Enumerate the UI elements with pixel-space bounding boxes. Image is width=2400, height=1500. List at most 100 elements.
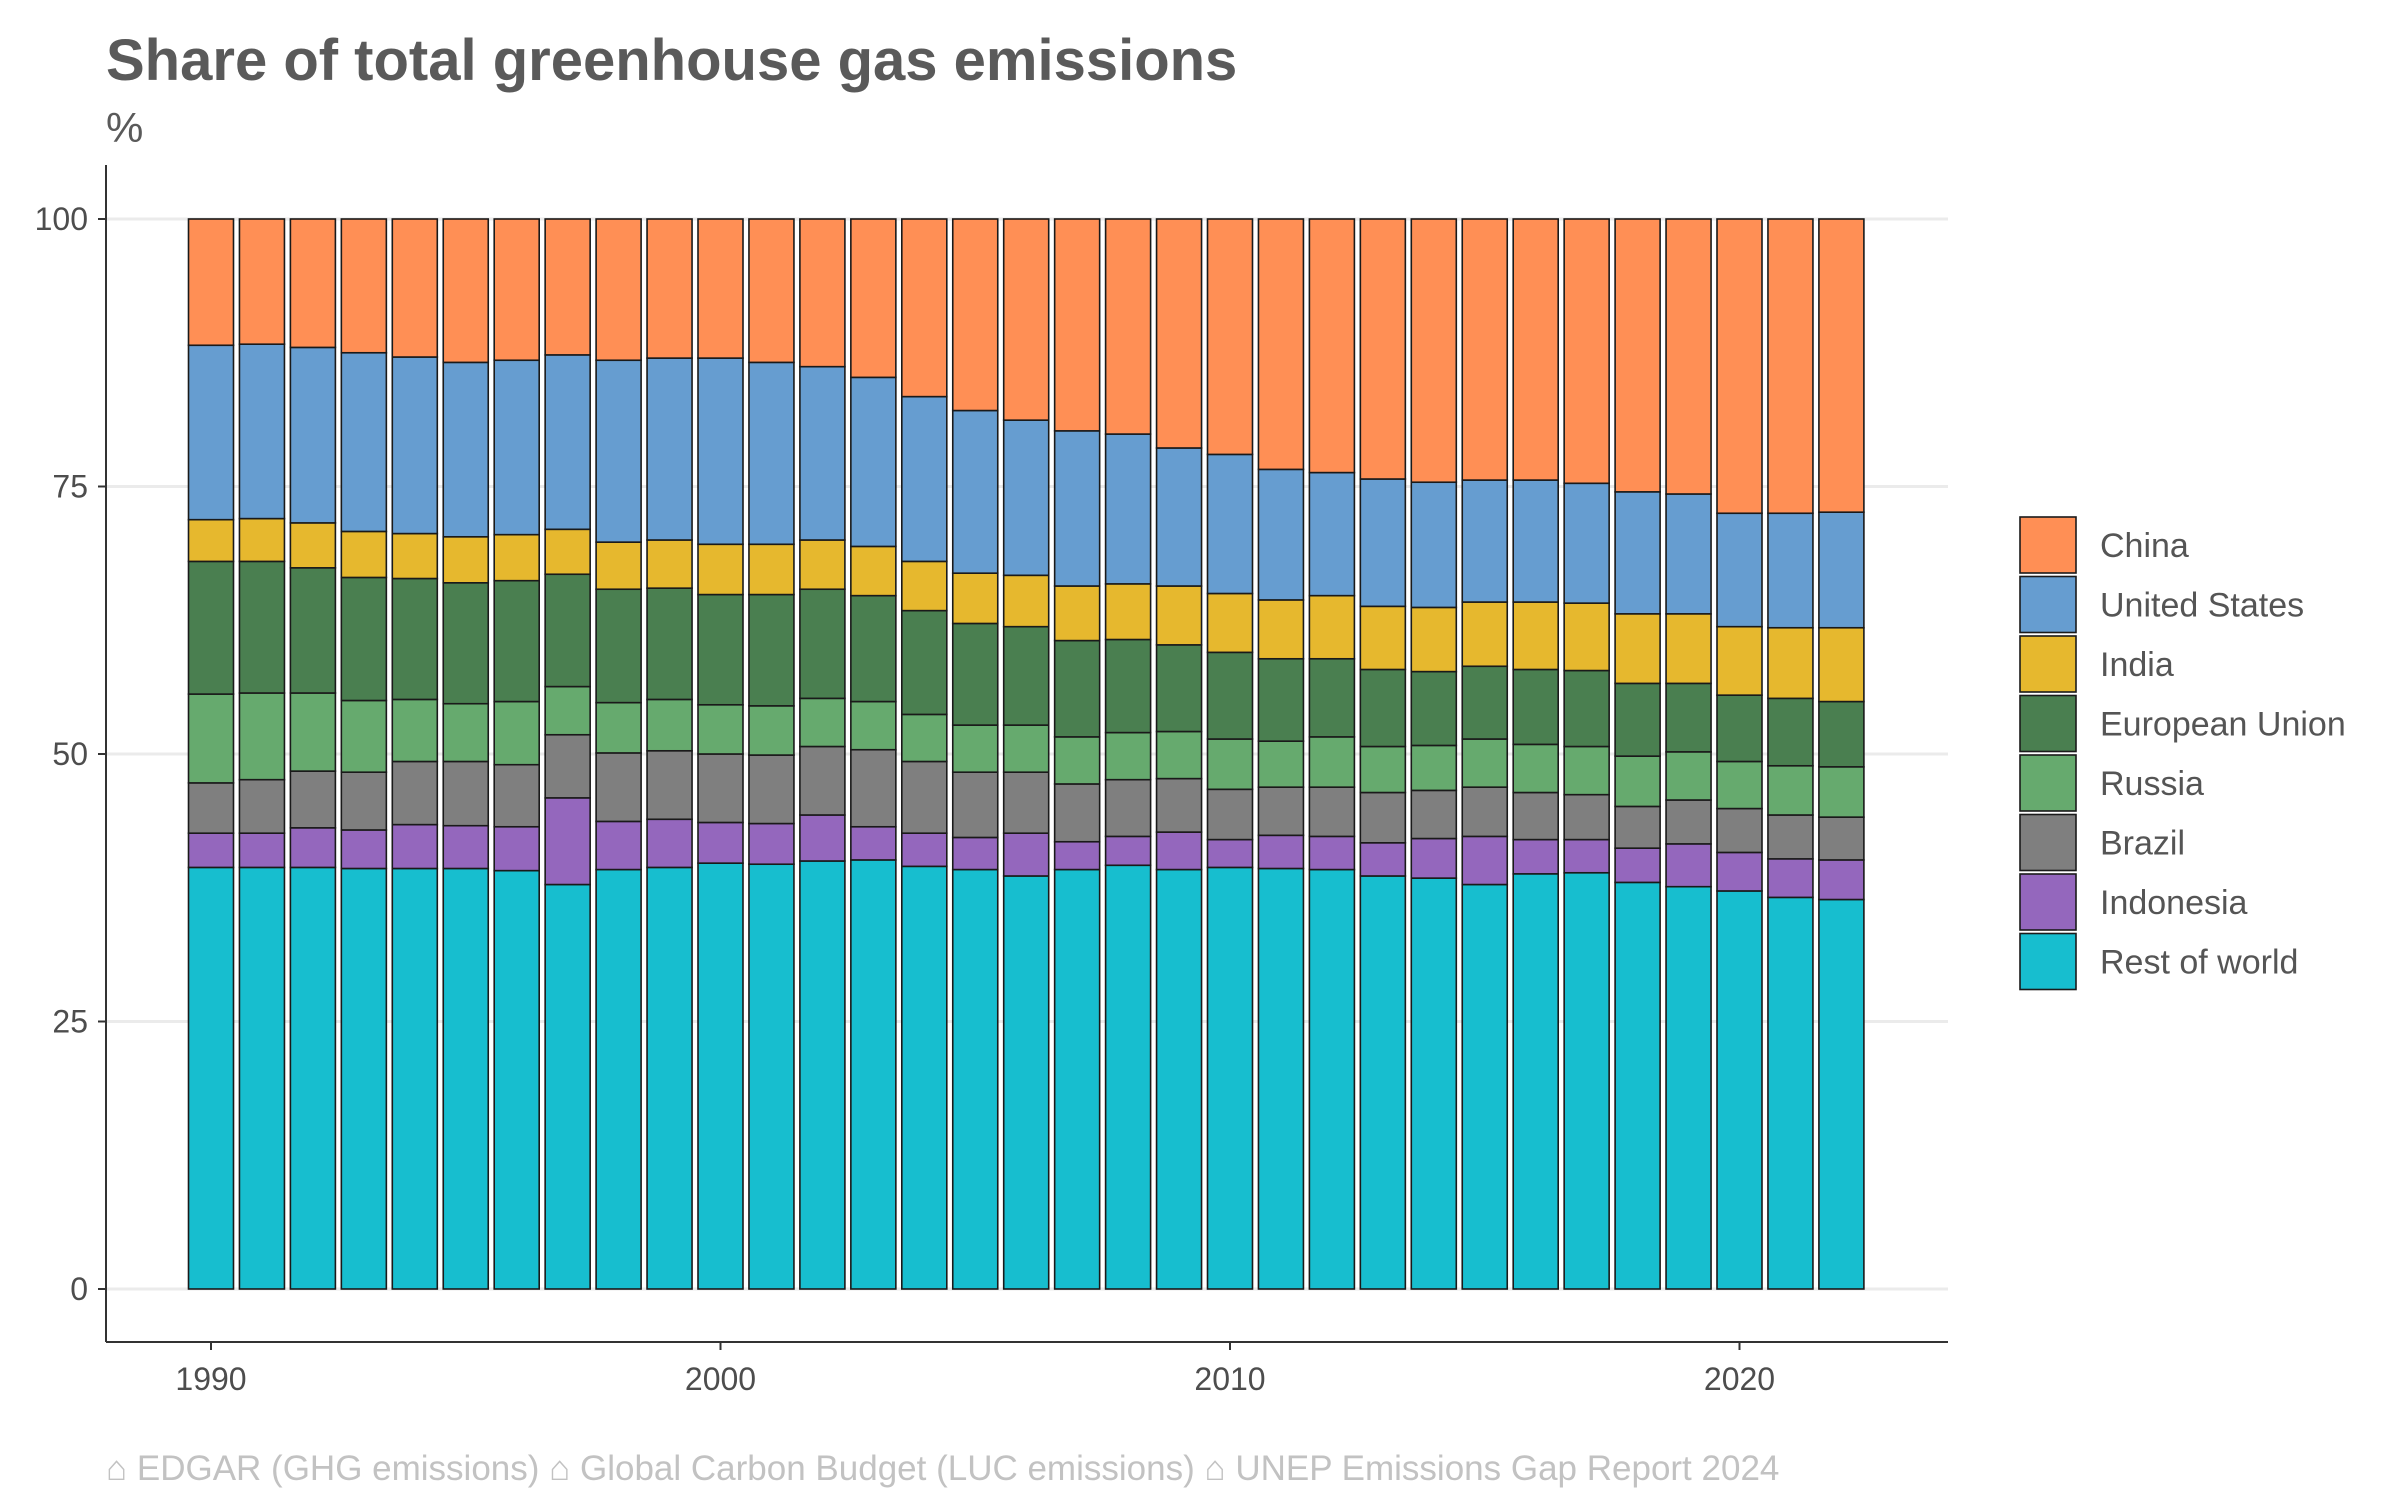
bar-russia-1990 bbox=[187, 693, 235, 784]
bar-india-1997 bbox=[544, 528, 591, 576]
bar-russia-2010 bbox=[1206, 738, 1254, 791]
bar-group-2013 bbox=[1359, 218, 1407, 1290]
bar-indonesia-2002 bbox=[799, 814, 846, 862]
bar-india-2003 bbox=[850, 545, 897, 597]
y-tick-label-50: 50 bbox=[52, 736, 88, 772]
bar-rest-of-world-2008 bbox=[1104, 864, 1152, 1290]
bar-group-1999 bbox=[646, 218, 693, 1290]
source-note: ⌂ EDGAR (GHG emissions) ⌂ Global Carbon … bbox=[106, 1449, 1779, 1488]
bar-european-union-2009 bbox=[1155, 644, 1203, 733]
bar-united-states-2014 bbox=[1410, 481, 1458, 609]
bar-china-2000 bbox=[697, 218, 744, 359]
bar-rest-of-world-2011 bbox=[1257, 867, 1305, 1290]
bar-russia-2020 bbox=[1716, 760, 1763, 810]
bar-indonesia-2016 bbox=[1512, 838, 1559, 875]
bar-group-2000 bbox=[697, 218, 744, 1290]
bar-china-2011 bbox=[1257, 218, 1305, 471]
bar-india-2004 bbox=[900, 560, 948, 612]
legend-swatch-india bbox=[2019, 635, 2077, 693]
bar-russia-2012 bbox=[1308, 736, 1356, 788]
bar-russia-1998 bbox=[595, 701, 642, 754]
bar-indonesia-2001 bbox=[748, 822, 795, 866]
bar-indonesia-1998 bbox=[595, 820, 642, 871]
bar-rest-of-world-2016 bbox=[1512, 873, 1559, 1290]
bar-india-2005 bbox=[951, 572, 999, 625]
bar-united-states-2006 bbox=[1002, 419, 1050, 577]
bar-united-states-2002 bbox=[799, 365, 846, 541]
bar-group-1992 bbox=[289, 218, 337, 1290]
x-tick-label-2010: 2010 bbox=[1194, 1361, 1265, 1397]
bar-india-1991 bbox=[238, 517, 286, 563]
bar-group-2012 bbox=[1308, 218, 1356, 1290]
legend-label-russia: Russia bbox=[2100, 765, 2204, 803]
bar-china-2005 bbox=[951, 218, 999, 412]
bar-indonesia-1997 bbox=[544, 797, 591, 886]
bar-united-states-2005 bbox=[951, 409, 999, 574]
bar-russia-2003 bbox=[850, 700, 897, 751]
bar-united-states-1993 bbox=[340, 351, 388, 533]
bar-united-states-2020 bbox=[1716, 512, 1763, 628]
bar-group-2022 bbox=[1818, 218, 1865, 1290]
bar-united-states-2001 bbox=[748, 361, 795, 546]
legend-label-rest-of-world: Rest of world bbox=[2100, 944, 2298, 982]
y-tick-label-100: 100 bbox=[35, 201, 88, 237]
bar-indonesia-2008 bbox=[1104, 835, 1152, 867]
bar-brazil-2012 bbox=[1308, 786, 1356, 838]
bar-group-2010 bbox=[1206, 218, 1254, 1290]
bar-indonesia-2019 bbox=[1665, 843, 1712, 888]
bar-indonesia-2021 bbox=[1767, 858, 1814, 899]
bar-united-states-2004 bbox=[900, 395, 948, 563]
bar-european-union-2021 bbox=[1767, 697, 1814, 767]
bar-india-2006 bbox=[1002, 574, 1050, 628]
bar-russia-1997 bbox=[544, 685, 591, 736]
chart-title: Share of total greenhouse gas emissions bbox=[106, 28, 1237, 93]
bar-group-2005 bbox=[951, 218, 999, 1290]
bar-indonesia-1994 bbox=[391, 823, 439, 870]
bar-brazil-1998 bbox=[595, 752, 642, 823]
bar-indonesia-2013 bbox=[1359, 842, 1407, 877]
bar-brazil-2017 bbox=[1563, 793, 1610, 841]
bar-group-2017 bbox=[1563, 218, 1610, 1290]
bar-brazil-2021 bbox=[1767, 814, 1814, 860]
bar-european-union-2014 bbox=[1410, 670, 1458, 747]
bar-indonesia-2007 bbox=[1053, 840, 1101, 871]
bar-china-1999 bbox=[646, 218, 693, 359]
bar-brazil-2020 bbox=[1716, 807, 1763, 854]
bar-brazil-2008 bbox=[1104, 778, 1152, 838]
bar-united-states-1997 bbox=[544, 354, 591, 531]
bar-russia-2016 bbox=[1512, 743, 1559, 794]
bar-rest-of-world-2014 bbox=[1410, 877, 1458, 1290]
bar-india-2000 bbox=[697, 543, 744, 596]
bar-european-union-2010 bbox=[1206, 651, 1254, 740]
bar-russia-2021 bbox=[1767, 764, 1814, 816]
bar-united-states-2008 bbox=[1104, 433, 1152, 585]
bar-india-2021 bbox=[1767, 626, 1814, 700]
bar-rest-of-world-2017 bbox=[1563, 871, 1610, 1290]
bar-rest-of-world-1990 bbox=[187, 866, 235, 1290]
x-tick-label-2000: 2000 bbox=[685, 1361, 756, 1397]
bar-united-states-1994 bbox=[391, 356, 439, 535]
bar-russia-2017 bbox=[1563, 745, 1610, 796]
bar-european-union-2007 bbox=[1053, 639, 1101, 738]
legend-swatch-russia bbox=[2019, 754, 2077, 812]
bar-russia-2018 bbox=[1614, 755, 1661, 808]
bar-india-2016 bbox=[1512, 601, 1559, 671]
bar-russia-2004 bbox=[900, 713, 948, 763]
bar-brazil-2022 bbox=[1818, 816, 1865, 861]
bar-brazil-2006 bbox=[1002, 771, 1050, 834]
bar-china-2018 bbox=[1614, 218, 1661, 493]
legend-swatch-brazil bbox=[2019, 813, 2077, 872]
bar-rest-of-world-2002 bbox=[799, 860, 846, 1290]
bar-united-states-2013 bbox=[1359, 478, 1407, 608]
bar-rest-of-world-2006 bbox=[1002, 875, 1050, 1290]
bar-rest-of-world-2007 bbox=[1053, 868, 1101, 1290]
bar-india-2001 bbox=[748, 543, 795, 596]
y-tick-label-75: 75 bbox=[52, 469, 88, 505]
bar-rest-of-world-1992 bbox=[289, 866, 337, 1290]
bar-group-1994 bbox=[391, 218, 439, 1290]
bar-group-1990 bbox=[187, 218, 235, 1290]
bar-indonesia-2005 bbox=[951, 836, 999, 871]
bar-china-2010 bbox=[1206, 218, 1254, 456]
bar-european-union-1999 bbox=[646, 587, 693, 701]
bar-brazil-2001 bbox=[748, 754, 795, 825]
